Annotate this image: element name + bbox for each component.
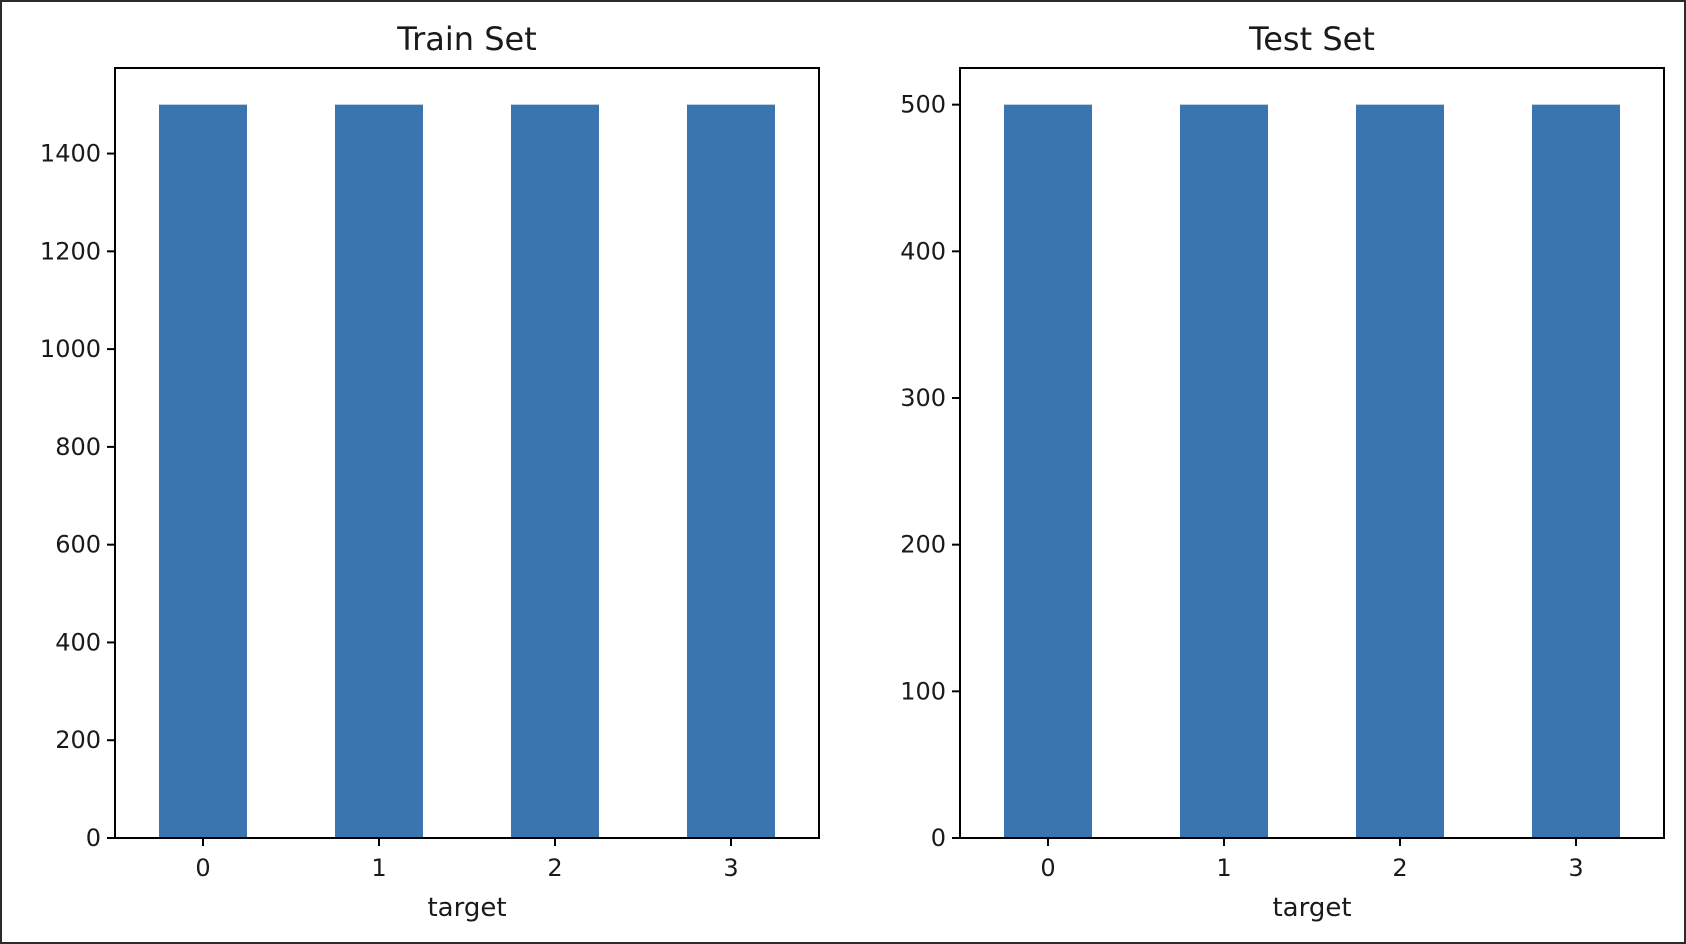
y-tick-label-test: 0 [931,824,946,852]
bar-test-2 [1356,104,1444,838]
bar-test-0 [1004,104,1092,838]
y-tick-label-test: 300 [900,384,946,412]
y-tick-label-train: 1200 [40,237,101,265]
x-tick-label-test: 2 [1392,854,1407,882]
axes-frame-test [959,67,1665,839]
bar-train-3 [687,104,775,838]
bar-test-1 [1180,104,1268,838]
y-tick-label-train: 1000 [40,335,101,363]
bar-test-3 [1532,104,1620,838]
x-tick-label-train: 2 [547,854,562,882]
bar-train-2 [511,104,599,838]
y-tick-label-test: 200 [900,531,946,559]
x-tick-label-test: 0 [1040,854,1055,882]
x-tick-label-train: 1 [371,854,386,882]
subplot-test: Test Set target 0 1 2 3 0 100 200 300 400 500 [900,20,1665,923]
y-tick-label-train: 0 [86,824,101,852]
bar-train-1 [335,104,423,838]
chart-title-train: Train Set [396,20,537,58]
y-tick-label-test: 400 [900,237,946,265]
axes-frame-train [114,67,820,839]
x-tick-label-test: 1 [1216,854,1231,882]
bar-train-0 [159,104,247,838]
y-tick-label-train: 400 [55,628,101,656]
chart-title-test: Test Set [1248,20,1375,58]
y-tick-label-test: 100 [900,677,946,705]
y-tick-label-train: 800 [55,433,101,461]
subplot-train: Train Set target 0 1 2 3 0 200 400 600 800 1000 12… [40,20,820,923]
y-tick-label-train: 200 [55,726,101,754]
y-tick-label-test: 500 [900,91,946,119]
x-tick-label-train: 3 [723,854,738,882]
y-tick-label-train: 1400 [40,140,101,168]
x-axis-label-test: target [1272,893,1351,923]
x-tick-label-train: 0 [195,854,210,882]
x-axis-label-train: target [427,893,506,923]
y-tick-label-train: 600 [55,531,101,559]
x-tick-label-test: 3 [1568,854,1583,882]
